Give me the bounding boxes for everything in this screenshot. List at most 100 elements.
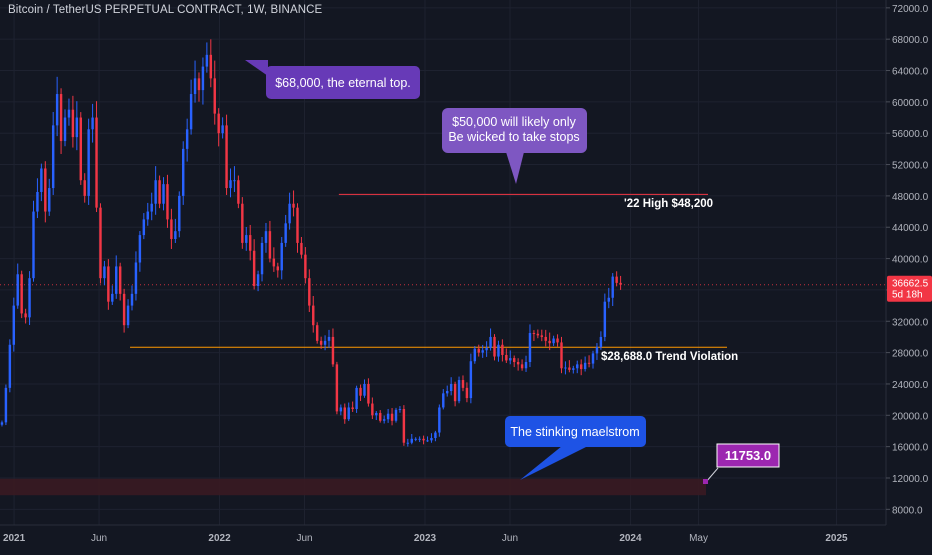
candle-body (591, 353, 595, 364)
candle-body (308, 278, 311, 306)
price-axis[interactable]: 8000.0 12000.0 16000.0 20000.0 24000.0 28000.… (885, 0, 932, 550)
candle-body (485, 347, 488, 351)
price-tick-label-14: 64000.0 (892, 67, 929, 78)
candle-body (185, 129, 189, 149)
price-tag-value: 36662.5 (892, 279, 929, 290)
candle-body (111, 293, 114, 302)
price-tick-label-15: 68000.0 (892, 35, 929, 46)
price-tick-label-9: 44000.0 (892, 223, 929, 234)
candle-body (4, 387, 8, 423)
annotations: $68,000, the eternal top. $50,000 will li… (245, 60, 780, 484)
candle-body (272, 258, 276, 267)
price-tick-label-13: 60000.0 (892, 98, 929, 109)
callout-stops-text-1: $50,000 will likely only (452, 115, 576, 129)
support-label: $28,688.0 Trend Violation (601, 351, 738, 363)
candle-body (312, 305, 315, 326)
candle-body (260, 242, 264, 275)
candle-body (217, 113, 220, 134)
candle-body (375, 412, 378, 416)
candle-body (182, 148, 185, 196)
candle-body (339, 407, 343, 412)
candle-body (221, 125, 224, 134)
candles (0, 39, 622, 447)
candle-body (442, 393, 445, 408)
candle-body (288, 203, 291, 224)
candle-body (103, 266, 106, 279)
candle-body (359, 387, 362, 396)
candle-body (351, 407, 354, 410)
candle-body (40, 168, 43, 192)
candle-body (20, 274, 23, 314)
candle-body (528, 333, 532, 363)
candle-body (556, 338, 559, 343)
candle-body (524, 362, 528, 369)
candle-body (611, 276, 614, 298)
time-tick-label-4: 2023 (414, 533, 437, 544)
candle-body (292, 203, 295, 208)
candle-body (579, 364, 583, 370)
time-tick-label-1: Jun (91, 533, 107, 544)
candle-body (197, 78, 201, 91)
candle-body (122, 293, 126, 326)
candle-body (363, 383, 366, 396)
candle-body (501, 344, 504, 355)
price-tick-label-12: 56000.0 (892, 129, 929, 140)
callout-stops-box (442, 108, 587, 153)
candle-body (8, 344, 12, 388)
callout-maelstrom-text: The stinking maelstrom (510, 425, 639, 439)
candle-body (193, 78, 197, 95)
candle-body (493, 336, 496, 357)
candle-body (564, 367, 567, 369)
candle-body (465, 387, 469, 399)
price-tick-label-8: 40000.0 (892, 255, 929, 266)
candle-body (174, 231, 177, 239)
candle-body (237, 180, 240, 204)
time-axis-bg (0, 525, 932, 550)
candle-body (379, 412, 382, 421)
candle-body (402, 409, 406, 443)
time-axis[interactable]: 2021 Jun 2022 Jun 2023 Jun 2024 May 2025 (0, 524, 932, 550)
candle-body (382, 419, 386, 421)
candle-body (0, 422, 4, 425)
candle-body (225, 125, 228, 189)
candle-body (118, 266, 122, 294)
candle-body (280, 242, 283, 271)
candle-body (296, 207, 299, 243)
candle-body (252, 250, 256, 287)
candle-body (461, 380, 465, 388)
level-badge-box (716, 443, 780, 468)
candle-body (59, 94, 63, 142)
callout-top-pointer (245, 60, 268, 76)
candle-body (512, 358, 516, 363)
candle-body (28, 278, 31, 318)
callout-top-text: $68,000, the eternal top. (275, 76, 411, 90)
time-tick-label-6: 2024 (619, 533, 642, 544)
callout-top-box (266, 66, 420, 99)
candle-body (213, 78, 216, 114)
price-tick-label-3: 20000.0 (892, 411, 929, 422)
candle-body (552, 338, 555, 344)
level-badge-text: 11753.0 (725, 448, 771, 463)
price-tag-box (887, 275, 932, 302)
candle-body (457, 380, 461, 402)
candle-body (248, 235, 252, 251)
candle-body (24, 313, 27, 318)
candle-body (446, 391, 449, 394)
candle-body (55, 94, 59, 126)
candle-body (587, 362, 591, 364)
candle-body (209, 54, 213, 79)
candle-body (536, 333, 540, 336)
candle-body (568, 367, 571, 370)
level-badge-anchor (703, 479, 708, 484)
candle-body (453, 383, 457, 402)
candle-body (205, 54, 209, 67)
candle-body (347, 407, 350, 420)
candle-body (304, 254, 307, 279)
candle-body (331, 336, 335, 365)
time-tick-label-5: Jun (502, 533, 518, 544)
candle-body (83, 180, 86, 196)
candle-body (473, 348, 477, 362)
candle-body (477, 348, 480, 353)
